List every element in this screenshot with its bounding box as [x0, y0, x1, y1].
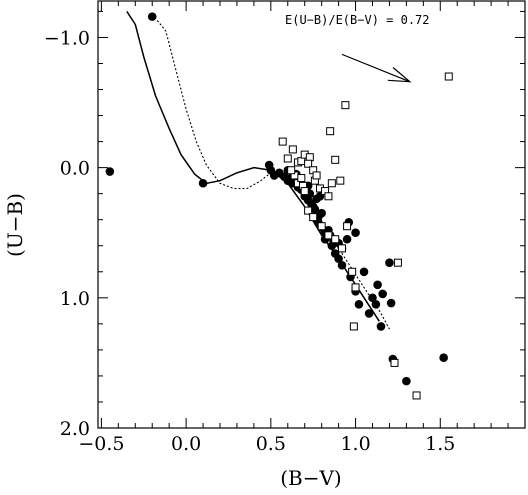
- open-square-point: [393, 258, 402, 267]
- open-square-point: [317, 222, 326, 231]
- open-square-point: [287, 166, 296, 175]
- filled-circle-point: [378, 289, 387, 299]
- open-square-point: [444, 72, 453, 81]
- dotted-curve: [156, 20, 390, 330]
- open-square-point: [324, 192, 333, 201]
- reddening-arrow-line: [341, 53, 411, 83]
- open-square-point: [309, 213, 318, 222]
- filled-circle-point: [364, 309, 374, 318]
- y-tick-label: 1.0: [60, 288, 90, 310]
- open-square-point: [304, 206, 313, 215]
- reddening-annotation: E(U−B)/E(B−V) = 0.72: [285, 13, 430, 83]
- data-points: [105, 12, 453, 400]
- filled-circle-point: [439, 353, 448, 363]
- open-square-point: [327, 179, 336, 188]
- axis-ticks: [98, 1, 525, 428]
- filled-circle-point: [376, 322, 386, 331]
- open-square-point: [343, 222, 352, 231]
- open-square-point: [338, 244, 346, 253]
- open-square-point: [341, 101, 350, 110]
- open-square-point: [336, 176, 345, 185]
- solid-curve: [126, 10, 380, 322]
- open-square-point: [326, 127, 335, 136]
- y-tick-label: 2.0: [60, 418, 90, 440]
- open-square-point: [324, 231, 333, 240]
- y-axis-title: (U−B): [3, 193, 27, 257]
- open-square-point: [304, 159, 313, 168]
- filled-circle-point: [351, 228, 360, 238]
- axis-tick-labels: −0.5 0.0 0.5 1.0 1.5 −1.0 0.0 1.0 2.0: [44, 27, 456, 455]
- filled-circle-point: [373, 280, 382, 290]
- open-square-point: [297, 174, 306, 183]
- filled-circle-point: [337, 260, 347, 270]
- filled-circle-point: [359, 267, 369, 277]
- open-square-point: [305, 153, 314, 162]
- x-tick-label: 0.0: [171, 433, 201, 455]
- x-tick-label: 1.5: [425, 433, 455, 455]
- open-square-point: [348, 267, 357, 276]
- open-square-point: [278, 137, 287, 146]
- filled-circle-point: [371, 300, 381, 309]
- filled-circle-point: [402, 376, 411, 386]
- open-square-point: [297, 157, 306, 166]
- filled-circle-point: [354, 300, 364, 309]
- reddening-arrow-head: [387, 67, 412, 83]
- open-square-point: [331, 155, 340, 164]
- plot-frame: [97, 0, 526, 429]
- filled-circle-point: [334, 254, 343, 264]
- open-square-point: [300, 187, 309, 196]
- model-curves: [126, 10, 390, 330]
- open-square-point: [390, 358, 399, 367]
- x-tick-label: 0.5: [256, 433, 286, 455]
- filled-circle-point: [147, 12, 157, 21]
- x-axis-title: (B−V): [280, 466, 342, 490]
- y-tick-label: 0.0: [60, 158, 90, 180]
- x-tick-label: 1.0: [340, 433, 370, 455]
- y-tick-label: −1.0: [44, 27, 90, 49]
- filled-circle-point: [198, 178, 208, 188]
- open-square-point: [312, 171, 321, 180]
- filled-circle-point: [368, 293, 377, 303]
- x-tick-label: −0.5: [78, 433, 124, 455]
- open-square-point: [288, 145, 297, 154]
- filled-circle-point: [310, 204, 320, 214]
- filled-circle-point: [385, 258, 394, 267]
- open-square-point: [351, 283, 360, 292]
- filled-circle-point: [386, 298, 396, 308]
- open-square-point: [412, 391, 421, 400]
- filled-circle-point: [317, 208, 326, 218]
- open-square-point: [283, 154, 292, 163]
- filled-circle-point: [105, 167, 115, 176]
- filled-circle-point: [342, 234, 352, 244]
- open-square-point: [349, 322, 358, 331]
- reddening-label: E(U−B)/E(B−V) = 0.72: [285, 13, 430, 27]
- open-square-point: [331, 235, 340, 244]
